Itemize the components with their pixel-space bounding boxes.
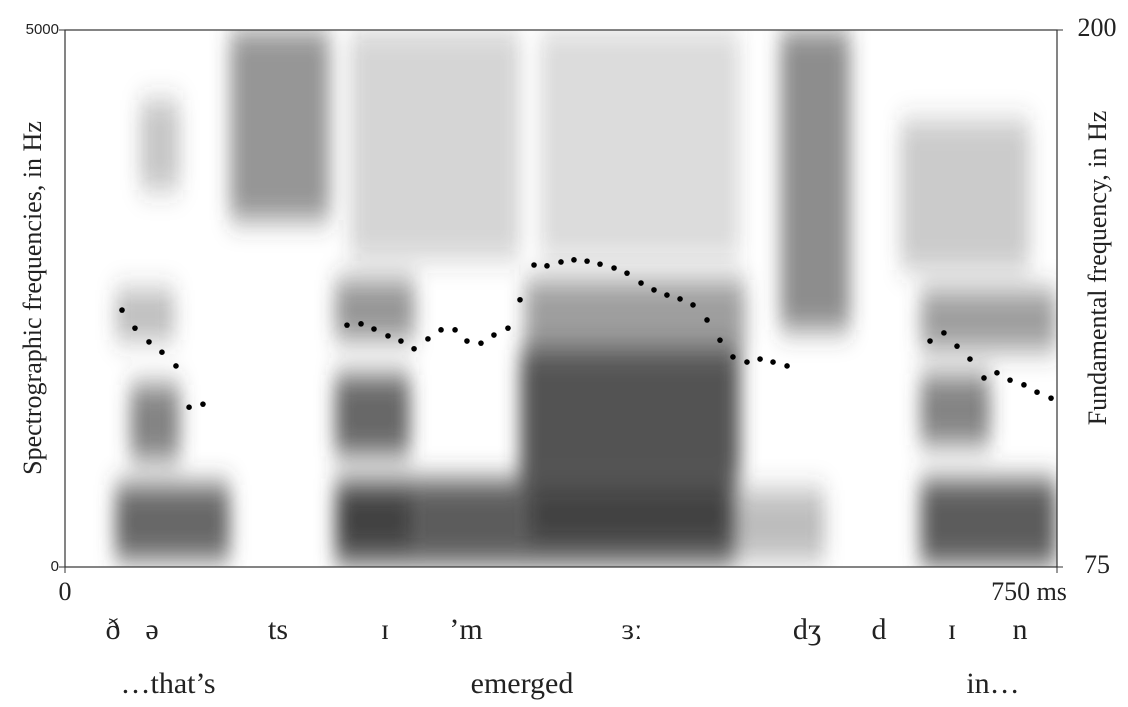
f0-point bbox=[730, 354, 736, 360]
f0-point bbox=[1021, 382, 1027, 388]
f0-point bbox=[571, 257, 577, 263]
f0-point bbox=[452, 327, 458, 333]
phoneme: ɪ bbox=[381, 613, 389, 646]
f0-point bbox=[717, 337, 723, 343]
f0-point bbox=[464, 338, 470, 344]
word: emerged bbox=[471, 667, 574, 700]
f0-point bbox=[531, 262, 537, 268]
f0-point bbox=[927, 338, 933, 344]
f0-point bbox=[411, 345, 417, 352]
f0-point bbox=[624, 270, 630, 276]
y-tick-label: 0 bbox=[51, 558, 59, 575]
y2-tick-label: 75 bbox=[1084, 550, 1110, 579]
f0-point bbox=[638, 280, 644, 286]
phoneme: ’m bbox=[449, 613, 482, 646]
phoneme: n bbox=[1013, 613, 1028, 646]
f0-point bbox=[584, 258, 590, 264]
spectrogram bbox=[115, 30, 1057, 565]
f0-point bbox=[1007, 377, 1013, 383]
phoneme: ɪ bbox=[948, 613, 956, 646]
f0-point bbox=[941, 330, 947, 336]
f0-point bbox=[690, 302, 696, 308]
phoneme: dʒ bbox=[793, 613, 821, 646]
x-tick-label: 0 bbox=[59, 577, 72, 606]
f0-point bbox=[967, 356, 973, 362]
f0-point bbox=[664, 292, 670, 298]
f0-point bbox=[186, 404, 192, 410]
f0-point bbox=[1034, 389, 1040, 395]
phoneme: ts bbox=[268, 613, 288, 646]
f0-point bbox=[358, 321, 364, 327]
f0-point bbox=[478, 340, 484, 346]
y-tick-label: 5000 bbox=[26, 21, 59, 38]
f0-point bbox=[146, 339, 152, 345]
phoneme: ð bbox=[106, 613, 121, 646]
f0-point bbox=[132, 325, 138, 331]
f0-point bbox=[1048, 395, 1054, 401]
plot-frame bbox=[64, 29, 1058, 568]
f0-point bbox=[558, 259, 564, 265]
f0-point bbox=[784, 363, 790, 369]
f0-point bbox=[651, 287, 657, 293]
f0-point bbox=[425, 336, 431, 342]
f0-point bbox=[597, 261, 603, 267]
f0-point bbox=[159, 349, 165, 356]
f0-point bbox=[438, 327, 444, 333]
f0-point bbox=[954, 343, 960, 349]
f0-point bbox=[119, 307, 125, 313]
f0-point bbox=[385, 333, 391, 339]
x-tick-label: 750 ms bbox=[991, 577, 1067, 606]
f0-point bbox=[770, 359, 776, 365]
y2-tick-label: 200 bbox=[1078, 13, 1117, 42]
f0-point bbox=[611, 265, 617, 271]
f0-point bbox=[994, 370, 1000, 376]
f0-point bbox=[981, 375, 987, 381]
f0-point bbox=[173, 363, 179, 369]
f0-point bbox=[757, 356, 763, 362]
f0-point bbox=[677, 296, 683, 302]
phoneme: ə bbox=[145, 613, 158, 646]
f0-point bbox=[744, 359, 750, 365]
word: …that’s bbox=[121, 667, 216, 700]
f0-point bbox=[200, 401, 206, 407]
y-axis-label: Spectrographic frequencies, in Hz bbox=[18, 121, 47, 475]
phoneme: ɜː bbox=[622, 613, 643, 646]
f0-point bbox=[491, 332, 497, 338]
f0-point bbox=[371, 326, 377, 332]
f0-point bbox=[704, 317, 710, 323]
y2-axis-label: Fundamental frequency, in Hz bbox=[1083, 111, 1112, 426]
f0-point bbox=[344, 322, 350, 328]
word: in… bbox=[966, 667, 1019, 700]
f0-point bbox=[505, 325, 511, 331]
f0-point bbox=[517, 296, 523, 303]
f0-point bbox=[398, 338, 404, 344]
phoneme: d bbox=[872, 613, 887, 646]
f0-point bbox=[544, 263, 550, 269]
